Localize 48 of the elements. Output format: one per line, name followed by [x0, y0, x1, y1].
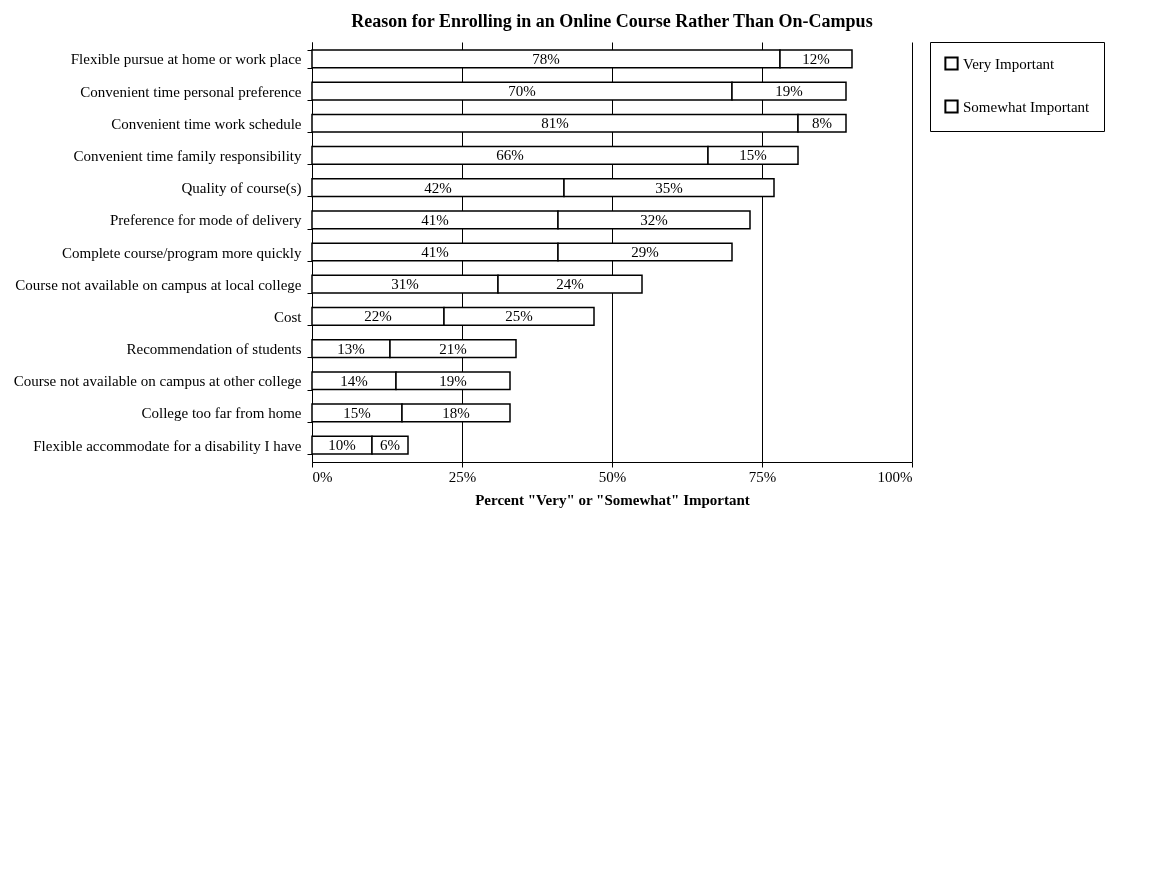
- y-tick-label: Recommendation of students: [126, 341, 302, 358]
- y-tick-label: Quality of course(s): [181, 180, 302, 198]
- data-label: 41%: [421, 244, 449, 260]
- y-tick-label: Complete course/program more quickly: [61, 244, 302, 261]
- data-label: 31%: [391, 276, 419, 293]
- data-label: 15%: [343, 404, 371, 421]
- data-label: 24%: [556, 276, 584, 293]
- data-label: 35%: [655, 179, 683, 196]
- data-label: 81%: [541, 115, 569, 132]
- y-tick-label: College too far from home: [141, 405, 302, 422]
- data-label: 66%: [496, 147, 524, 164]
- y-tick-label: Course not available on campus at local college: [15, 276, 302, 293]
- data-label: 19%: [439, 372, 467, 389]
- legend-label: Somewhat Important: [963, 98, 1091, 115]
- data-label: 18%: [442, 404, 470, 421]
- chart-title: Reason for Enrolling in an Online Course Rather Than On-Campus: [351, 11, 873, 31]
- y-tick-label: Convenient time personal preference: [80, 83, 302, 100]
- data-label: 21%: [439, 340, 467, 357]
- x-tick-label: 100%: [877, 468, 913, 485]
- data-label: 78%: [532, 50, 560, 67]
- data-label: 25%: [505, 308, 533, 325]
- data-label: 41%: [421, 211, 449, 228]
- data-label: 14%: [340, 372, 368, 389]
- y-tick-label: Cost: [273, 308, 303, 325]
- y-tick-label: Convenient time work schedule: [111, 115, 302, 132]
- data-label: 32%: [640, 211, 668, 228]
- data-label: 10%: [328, 437, 356, 454]
- x-tick-label: 25%: [448, 468, 477, 485]
- data-label: 29%: [631, 244, 659, 260]
- y-tick-label: Flexible pursue at home or work place: [70, 51, 302, 68]
- data-label: 12%: [802, 50, 830, 67]
- y-tick-label: Course not available on campus at other college: [13, 373, 302, 390]
- y-tick-label: Convenient time family responsibility: [73, 147, 302, 164]
- y-tick-label: Preference for mode of delivery: [109, 212, 302, 229]
- data-label: 6%: [380, 437, 400, 454]
- data-label: 19%: [775, 83, 803, 100]
- data-label: 8%: [812, 115, 832, 132]
- x-tick-label: 0%: [312, 468, 333, 485]
- data-label: 70%: [508, 83, 536, 100]
- data-label: 13%: [337, 340, 365, 357]
- legend-label: Very Important: [963, 55, 1056, 72]
- y-tick-label: Flexible accommodate for a disability I have: [33, 437, 302, 454]
- x-axis-title: Percent "Very" or "Somewhat" Important: [475, 491, 750, 508]
- data-label: 15%: [739, 147, 767, 164]
- data-label: 42%: [424, 179, 452, 196]
- x-tick-label: 50%: [598, 468, 627, 485]
- x-tick-label: 75%: [748, 468, 777, 485]
- data-label: 22%: [364, 308, 392, 325]
